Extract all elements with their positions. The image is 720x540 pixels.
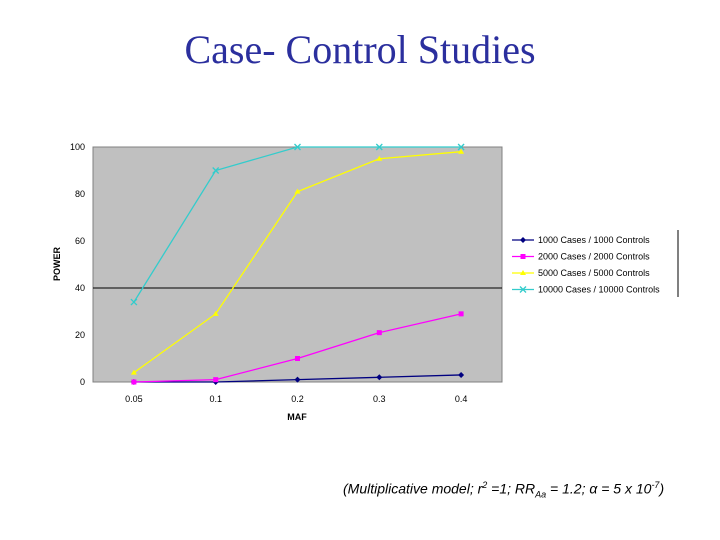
footnote-prefix: (Multiplicative model; r xyxy=(343,480,483,497)
y-axis-label: POWER xyxy=(52,247,62,282)
data-point xyxy=(294,143,301,151)
series-group xyxy=(130,143,465,385)
x-axis-ticks: 0.05 0.1 0.2 0.3 0.4 xyxy=(125,394,467,404)
slide-title: Case- Control Studies xyxy=(184,27,536,72)
data-point xyxy=(375,143,383,151)
y-tick-label: 60 xyxy=(75,236,85,246)
data-point-stroke xyxy=(212,167,220,174)
x-tick-label: 0.1 xyxy=(209,394,222,404)
legend-label: 2000 Cases / 2000 Controls xyxy=(538,252,650,262)
data-point xyxy=(130,298,138,306)
x-tick-label: 0.05 xyxy=(125,394,143,404)
y-tick-label: 20 xyxy=(75,330,85,340)
data-point xyxy=(458,311,464,317)
data-point xyxy=(457,143,465,151)
data-point xyxy=(376,330,382,336)
footnote-mid: =1; RR xyxy=(487,480,536,497)
data-point xyxy=(294,376,301,383)
legend-item: 10000 Cases / 10000 Controls xyxy=(512,285,660,295)
legend: 1000 Cases / 1000 Controls 2000 Cases / 2… xyxy=(512,230,679,297)
data-point xyxy=(520,237,526,243)
data-point-stroke xyxy=(130,298,138,306)
data-point-stroke xyxy=(294,143,301,151)
data-point xyxy=(130,369,137,375)
data-point xyxy=(458,371,465,378)
series-triangle xyxy=(130,148,465,375)
y-tick-label: 100 xyxy=(70,142,85,152)
legend-item: 5000 Cases / 5000 Controls xyxy=(512,268,650,278)
legend-label: 5000 Cases / 5000 Controls xyxy=(538,268,650,278)
y-tick-label: 40 xyxy=(75,283,85,293)
footnote-suffix: ) xyxy=(659,480,665,497)
data-point xyxy=(458,148,465,154)
legend-item: 1000 Cases / 1000 Controls xyxy=(512,235,650,245)
data-point xyxy=(376,155,383,161)
data-point xyxy=(213,377,219,383)
x-tick-label: 0.3 xyxy=(373,394,386,404)
data-point-stroke xyxy=(457,143,465,151)
data-point xyxy=(520,270,526,275)
x-axis-label: MAF xyxy=(287,412,307,422)
x-tick-label: 0.2 xyxy=(291,394,304,404)
data-point-stroke xyxy=(375,143,383,151)
data-point xyxy=(294,188,301,194)
data-point xyxy=(212,167,220,174)
model-footnote: (Multiplicative model; r2 =1; RRAa = 1.2… xyxy=(343,480,664,499)
y-tick-label: 0 xyxy=(80,377,85,387)
legend-label: 1000 Cases / 1000 Controls xyxy=(538,235,650,245)
data-point-stroke xyxy=(519,286,527,293)
footnote-rr-subscript: Aa xyxy=(535,489,547,500)
data-point xyxy=(212,310,219,316)
plot-area xyxy=(92,146,503,383)
x-tick-label: 0.4 xyxy=(455,394,468,404)
footnote-rest: = 1.2; α = 5 x 10 xyxy=(546,480,652,497)
footnote-r-exponent: 2 xyxy=(482,480,488,490)
data-point xyxy=(519,286,527,293)
y-axis-ticks: 0 20 40 60 80 100 xyxy=(70,142,85,387)
legend-item: 2000 Cases / 2000 Controls xyxy=(512,252,650,262)
series-x xyxy=(130,143,465,306)
data-point xyxy=(295,356,300,361)
footnote-alpha-exponent: -7 xyxy=(651,480,660,490)
data-point xyxy=(376,374,383,381)
legend-label: 10000 Cases / 10000 Controls xyxy=(538,285,660,295)
data-point xyxy=(131,379,137,385)
y-tick-label: 80 xyxy=(75,189,85,199)
series-square xyxy=(131,311,464,385)
data-point xyxy=(520,254,526,259)
